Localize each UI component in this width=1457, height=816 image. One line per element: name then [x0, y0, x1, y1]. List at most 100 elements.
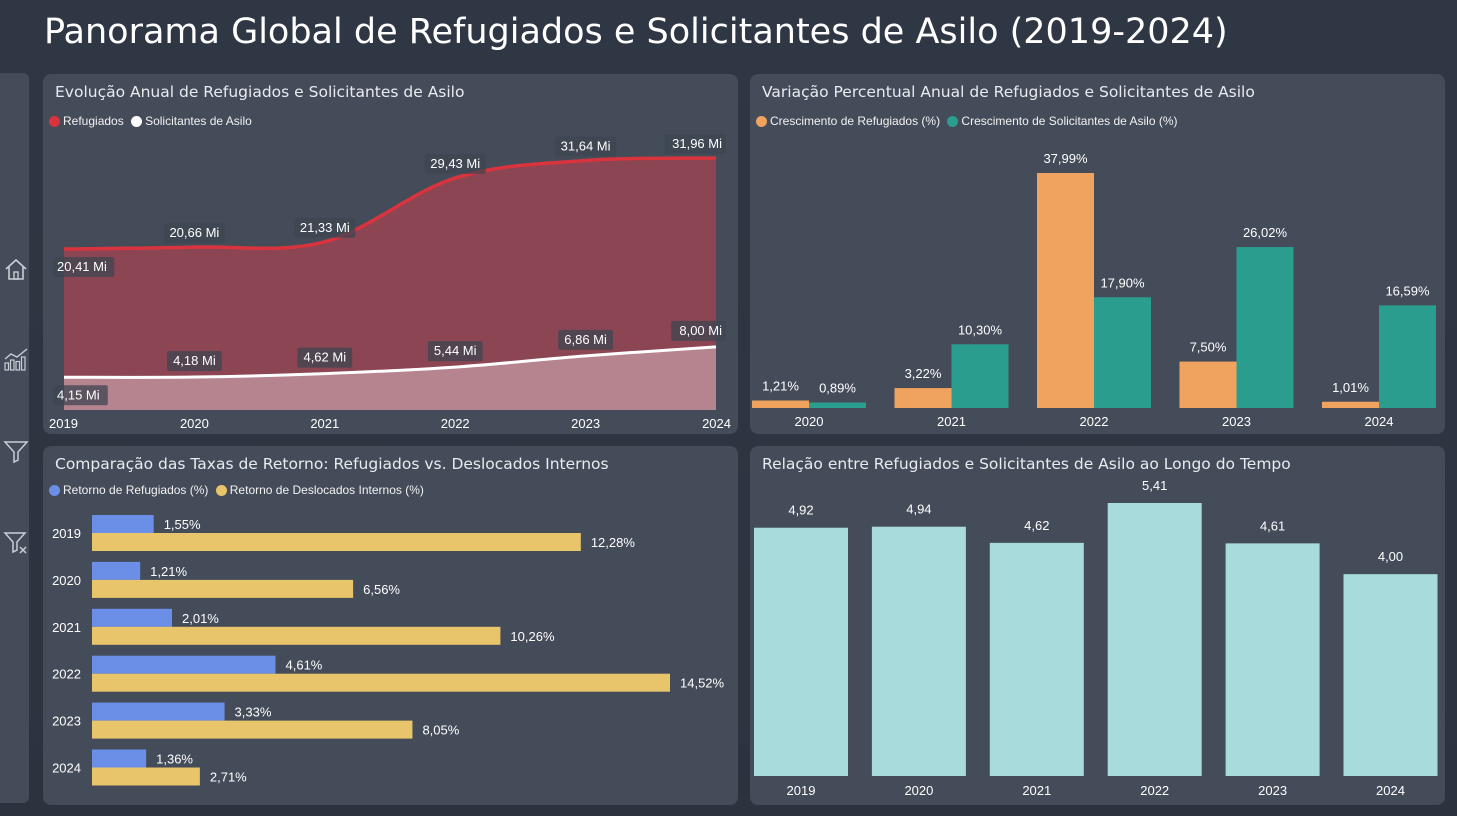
- x-tick-label: 2022: [1140, 783, 1169, 798]
- data-label-refugiados: 29,43 Mi: [430, 156, 480, 171]
- ratio-chart-panel: Relação entre Refugiados e Solicitantes …: [750, 446, 1445, 805]
- data-label: 4,61: [1260, 518, 1285, 533]
- bar-growth-solicitantes: [1379, 305, 1436, 408]
- x-tick-label: 2022: [441, 416, 470, 431]
- legend-item-refugiados[interactable]: Refugiados: [49, 114, 124, 128]
- data-label-solicitantes-bg: [427, 341, 483, 362]
- legend-item-asylum[interactable]: Solicitantes de Asilo: [131, 114, 252, 128]
- clear-filter-icon[interactable]: [3, 529, 29, 555]
- filter-icon[interactable]: [3, 438, 29, 464]
- home-icon[interactable]: [3, 256, 29, 282]
- data-label: 8,05%: [422, 723, 459, 738]
- bar-retorno-deslocados: [92, 533, 581, 551]
- x-tick-label: 2024: [1376, 783, 1405, 798]
- x-tick-label: 2019: [787, 783, 816, 798]
- x-tick-label: 2021: [937, 414, 966, 429]
- data-label: 16,59%: [1385, 283, 1430, 298]
- y-tick-label: 2023: [52, 714, 81, 729]
- solicitantes-line: [63, 345, 717, 379]
- bar-growth-refugiados: [1322, 401, 1379, 408]
- data-label-solicitantes-bg: [671, 320, 726, 341]
- data-label: 3,33%: [235, 705, 272, 720]
- data-label: 12,28%: [591, 535, 636, 550]
- data-label-solicitantes: 4,15 Mi: [57, 387, 100, 402]
- legend-item-return-idp[interactable]: Retorno de Deslocados Internos (%): [215, 483, 424, 497]
- x-tick-label: 2020: [904, 783, 933, 798]
- bar-retorno-refugiados: [92, 655, 276, 674]
- bar-retorno-deslocados: [92, 767, 200, 786]
- y-tick-label: 2022: [52, 667, 81, 682]
- data-label-refugiados-bg: [555, 136, 617, 157]
- bar-retorno-refugiados: [92, 608, 173, 627]
- data-label-refugiados: 20,41 Mi: [57, 259, 107, 274]
- data-label: 4,61%: [286, 658, 323, 673]
- bar-relacao: [1225, 543, 1320, 776]
- data-label: 1,36%: [156, 752, 193, 767]
- data-label: 14,52%: [680, 676, 725, 691]
- y-tick-label: 2019: [52, 526, 81, 541]
- ratio-bar-chart: 4,92 2019 4,94 2020 4,62 2021 5,41 2022 4,61 2023…: [754, 478, 1438, 798]
- chart-title: Comparação das Taxas de Retorno: Refugia…: [55, 455, 609, 473]
- data-label: 4,92: [788, 503, 813, 518]
- legend-item-return-refugees[interactable]: Retorno de Refugiados (%): [49, 483, 208, 497]
- x-tick-label: 2020: [795, 414, 824, 429]
- bar-relacao: [1107, 503, 1202, 776]
- data-label-solicitantes-bg: [53, 385, 108, 406]
- bar-growth-refugiados: [752, 400, 809, 408]
- legend-marker: [49, 484, 60, 496]
- chart-legend: Retorno de Refugiados (%) Retorno de Des…: [49, 483, 428, 499]
- analytics-chart-icon[interactable]: [3, 346, 29, 372]
- data-label: 10,26%: [510, 629, 555, 644]
- x-tick-label: 2023: [571, 416, 600, 431]
- bar-growth-refugiados: [1179, 361, 1237, 408]
- x-tick-label: 2024: [1365, 414, 1394, 429]
- data-label: 1,21%: [150, 564, 187, 579]
- chart-legend: Crescimento de Refugiados (%) Cresciment…: [756, 114, 1182, 130]
- data-label: 1,55%: [164, 517, 201, 532]
- x-tick-label: 2021: [310, 416, 339, 431]
- legend-label: Crescimento de Solicitantes de Asilo (%): [961, 114, 1178, 128]
- data-label-solicitantes: 4,18 Mi: [173, 353, 216, 368]
- bar-growth-solicitantes: [1094, 297, 1151, 408]
- return-rates-chart-panel: Comparação das Taxas de Retorno: Refugia…: [43, 446, 738, 805]
- x-tick-label: 2022: [1080, 414, 1109, 429]
- legend-marker: [131, 115, 143, 127]
- data-label-refugiados-bg: [424, 153, 486, 174]
- data-label-solicitantes: 4,62 Mi: [303, 350, 346, 365]
- y-tick-label: 2021: [52, 620, 81, 635]
- y-tick-label: 2024: [52, 761, 81, 776]
- bar-retorno-deslocados: [92, 673, 670, 692]
- data-label: 4,62: [1024, 518, 1049, 533]
- bar-relacao: [754, 527, 848, 776]
- legend-item-growth-refugees[interactable]: Crescimento de Refugiados (%): [756, 114, 940, 128]
- legend-label: Crescimento de Refugiados (%): [770, 114, 941, 128]
- chart-title: Relação entre Refugiados e Solicitantes …: [762, 455, 1291, 473]
- bar-relacao: [989, 542, 1084, 776]
- evolution-chart-panel: Evolução Anual de Refugiados e Solicitan…: [43, 74, 738, 434]
- x-tick-label: 2020: [180, 416, 209, 431]
- legend-label: Retorno de Refugiados (%): [63, 483, 209, 497]
- bar-retorno-refugiados: [92, 702, 225, 721]
- legend-marker: [947, 115, 959, 127]
- evolution-area-chart: 20,41 Mi 20,66 Mi 21,33 Mi 29,43 Mi 31,64 Mi…: [49, 133, 731, 431]
- data-label-refugiados: 21,33 Mi: [300, 220, 350, 235]
- x-tick-label: 2024: [702, 416, 731, 431]
- bar-growth-solicitantes: [809, 402, 866, 408]
- bar-growth-refugiados: [1037, 173, 1094, 408]
- legend-item-growth-asylum[interactable]: Crescimento de Solicitantes de Asilo (%): [947, 114, 1178, 128]
- data-label: 26,02%: [1243, 225, 1288, 240]
- bar-retorno-deslocados: [92, 626, 501, 645]
- legend-label: Retorno de Deslocados Internos (%): [229, 483, 424, 497]
- solicitantes-area: [64, 346, 716, 410]
- refugiados-line: [63, 156, 717, 251]
- x-tick-label: 2019: [49, 416, 78, 431]
- y-tick-label: 2020: [52, 573, 81, 588]
- data-label: 7,50%: [1190, 340, 1227, 355]
- bar-relacao: [871, 526, 966, 776]
- data-label: 1,01%: [1332, 380, 1369, 395]
- data-label-refugiados: 31,96 Mi: [672, 136, 722, 151]
- bar-growth-solicitantes: [1236, 247, 1294, 408]
- legend-marker: [215, 484, 227, 496]
- data-label: 0,89%: [819, 380, 856, 395]
- variation-bar-chart: 1,21% 0,89% 2020 3,22% 10,30% 2021 37,99% 17,90…: [752, 151, 1436, 429]
